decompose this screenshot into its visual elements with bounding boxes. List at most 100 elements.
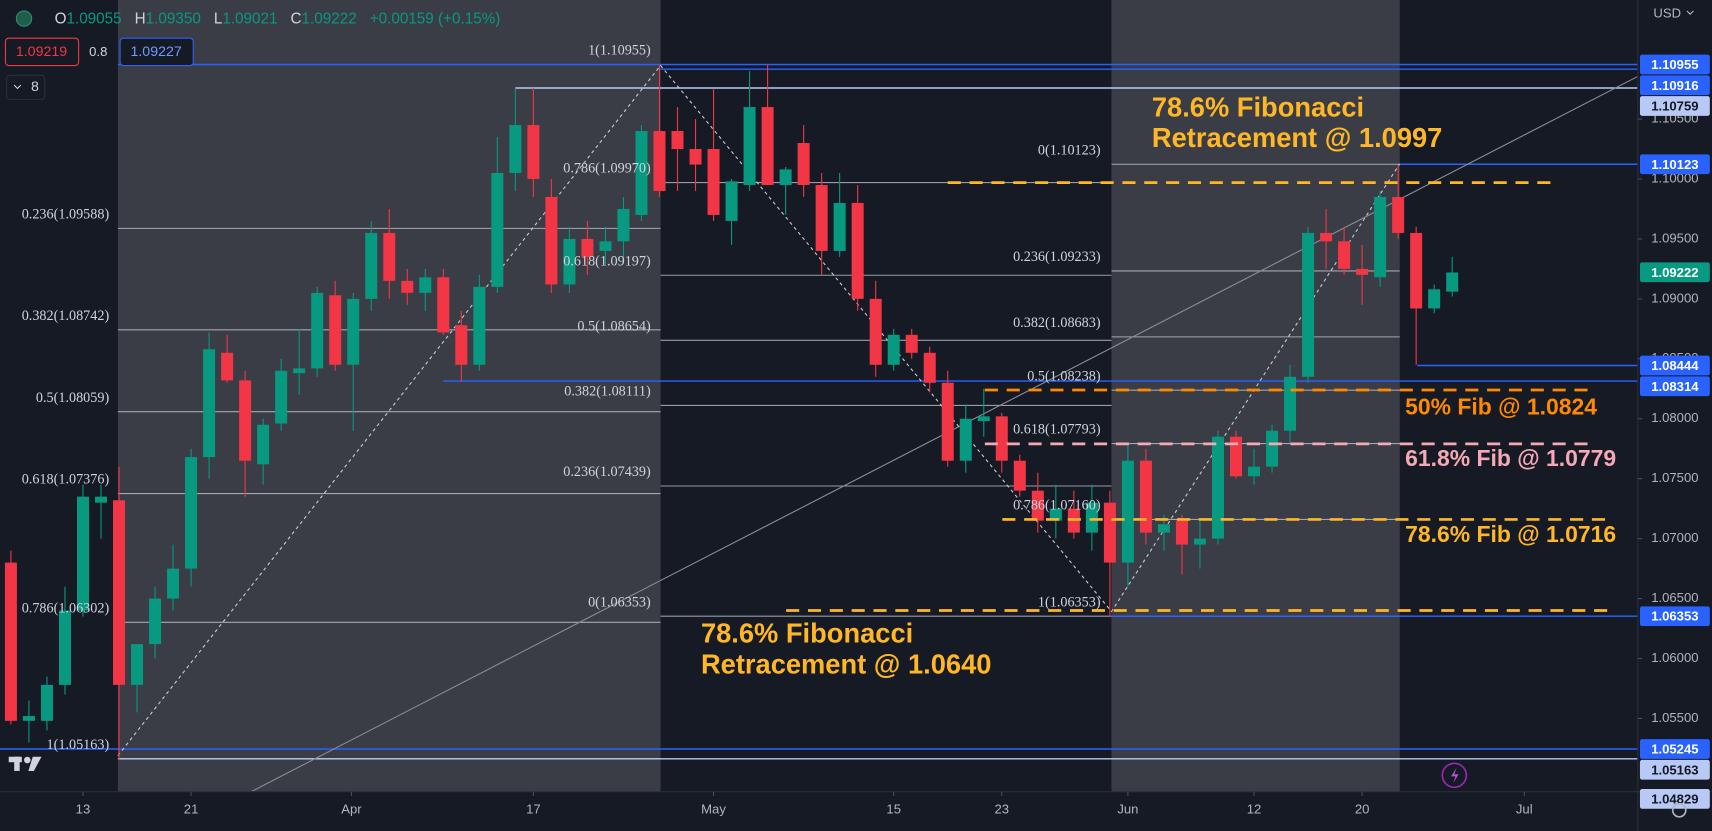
price-label-box <box>1639 154 1710 175</box>
candle-body <box>22 716 35 721</box>
annotation-text: 61.8% Fib @ 1.0779 <box>1405 445 1616 471</box>
candle-body <box>869 298 882 365</box>
alert-icon[interactable] <box>1441 762 1468 789</box>
fib-label: 0(1.06353) <box>588 594 651 610</box>
y-tick-label: 1.09500 <box>1651 230 1698 245</box>
candle-body <box>239 380 252 461</box>
candle-body <box>1356 268 1369 275</box>
candle-body <box>1013 460 1026 491</box>
fib-label: 0.786(1.09970) <box>563 161 651 177</box>
candle-body <box>1302 232 1315 377</box>
candle-body <box>941 382 954 461</box>
candle-body <box>743 107 756 185</box>
candle-body <box>1193 538 1206 545</box>
indicator-toggle[interactable] <box>6 74 46 100</box>
settings-icon[interactable] <box>1671 802 1687 818</box>
candle-body <box>833 202 846 251</box>
candle-body <box>653 131 666 191</box>
price-label-box <box>1639 789 1710 809</box>
fib-label: 1(1.10955) <box>588 43 651 59</box>
candle-body <box>1446 272 1459 292</box>
candle-body <box>76 496 89 611</box>
price-label-box <box>1639 739 1710 759</box>
x-tick-label: Apr <box>341 802 362 817</box>
price-label-box <box>1639 75 1710 96</box>
ohlc-key: C <box>291 11 302 28</box>
bolt-icon <box>1451 767 1459 783</box>
x-tick-label: 13 <box>76 802 91 817</box>
price-label: 1.10916 <box>1651 78 1698 93</box>
candle-body <box>977 416 990 422</box>
fib-label: 0.618(1.07376) <box>22 472 110 488</box>
fib-label: 0.786(1.06302) <box>22 600 110 616</box>
fib-label: 1(1.06353) <box>1038 594 1101 610</box>
x-tick-label: Jul <box>1516 802 1533 817</box>
candle-body <box>437 277 450 333</box>
sell-button[interactable] <box>4 37 80 67</box>
candle-body <box>671 131 684 150</box>
status-icon <box>15 10 33 27</box>
price-label: 1.08314 <box>1651 379 1699 394</box>
annotation-text: 78.6% Fibonacci <box>701 618 913 649</box>
candle-body <box>887 334 900 365</box>
annotation-text: 78.6% Fib @ 1.0716 <box>1405 521 1616 547</box>
candle-body <box>257 424 270 465</box>
candle-body <box>329 295 342 365</box>
candle-body <box>1157 524 1170 533</box>
candle-body <box>311 292 324 369</box>
candle-body <box>1175 520 1188 545</box>
ohlc-key: L <box>214 11 222 28</box>
y-tick-label: 1.06500 <box>1651 590 1698 605</box>
candle-body <box>131 644 144 685</box>
candle-body <box>275 370 288 424</box>
price-label: 1.08444 <box>1651 358 1699 373</box>
candle-body <box>401 280 414 293</box>
candle-body <box>1428 289 1441 309</box>
ohlc-value: 1.09055 <box>66 11 121 28</box>
candle-body <box>1139 460 1152 533</box>
candle-body <box>1121 460 1134 563</box>
fib-label: 0.236(1.09233) <box>1013 249 1101 265</box>
candles <box>4 65 1459 760</box>
candle-body <box>1266 430 1279 467</box>
annotation-text: Retracement @ 1.0997 <box>1152 122 1442 153</box>
price-label: 1.10955 <box>1651 57 1698 72</box>
fib-label: 0.618(1.07793) <box>1013 422 1101 438</box>
candle-body <box>689 149 702 165</box>
buy-button[interactable] <box>119 37 194 67</box>
fib-label: 0.5(1.08059) <box>36 390 110 406</box>
annotation-text: 50% Fib @ 1.0824 <box>1405 393 1597 419</box>
candle-body <box>419 277 432 293</box>
x-tick-label: 12 <box>1247 802 1262 817</box>
candle-body <box>491 172 504 287</box>
candle-body <box>1284 376 1297 431</box>
price-label-box <box>1639 355 1710 376</box>
fib-label: 0.382(1.08683) <box>1013 315 1101 331</box>
price-label-box <box>1639 54 1710 75</box>
currency[interactable]: USD <box>1653 6 1681 21</box>
candle-body <box>221 352 234 381</box>
x-tick-label: 17 <box>526 802 541 817</box>
candle-body <box>779 169 792 185</box>
fib-label: 0.382(1.08742) <box>22 308 110 324</box>
annotation-text: Retracement @ 1.0640 <box>701 648 991 679</box>
candle-body <box>545 196 558 285</box>
ohlc-value: 1.09350 <box>146 11 201 28</box>
price-label-box <box>1639 96 1710 116</box>
fib-label: 1(1.05163) <box>47 737 110 753</box>
candle-body <box>4 562 17 721</box>
candle-body <box>995 416 1008 461</box>
candle-body <box>58 610 71 685</box>
candle-body <box>1410 232 1423 309</box>
candle-body <box>167 568 180 599</box>
candle-body <box>203 349 216 458</box>
candle-body <box>581 238 594 257</box>
spread: 0.8 <box>89 44 107 59</box>
price-label-box <box>1639 606 1710 627</box>
candle-body <box>509 125 522 173</box>
price-label: 1.05163 <box>1651 762 1698 777</box>
candle-body <box>185 457 198 569</box>
fib-label: 0.786(1.07160) <box>1013 498 1101 514</box>
candle-body <box>815 184 828 251</box>
candle-body <box>94 496 108 503</box>
